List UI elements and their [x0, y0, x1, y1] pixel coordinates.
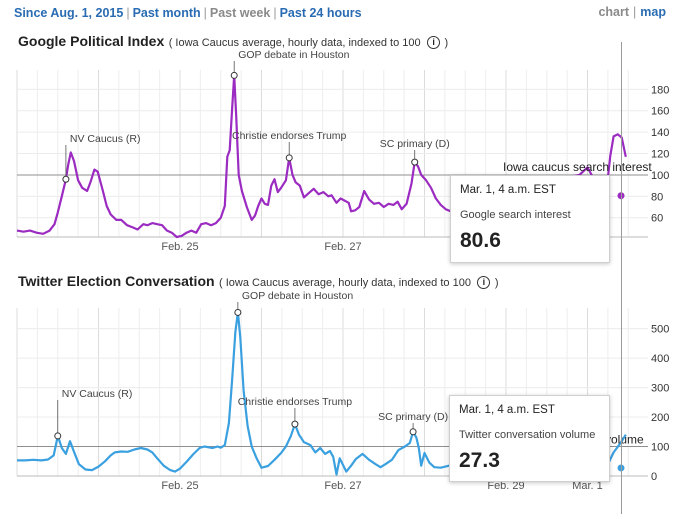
- y-tick-label: 500: [651, 324, 669, 336]
- annotation-marker: [291, 420, 299, 428]
- view-toggle-separator: |: [633, 5, 637, 19]
- nav-separator: |: [126, 6, 130, 20]
- nav-since-aug-link[interactable]: Since Aug. 1, 2015: [14, 6, 124, 20]
- x-tick-label: Feb. 29: [487, 480, 524, 492]
- baseline-label: volume: [605, 433, 644, 447]
- baseline-label: Iowa caucus search interest: [503, 160, 652, 174]
- twitter-chart-subtitle: ( Iowa Caucus average, hourly data, inde…: [219, 277, 471, 289]
- annotation-label: SC primary (D): [378, 411, 448, 423]
- google-tooltip-label: Google search interest: [460, 209, 571, 221]
- x-tick-label: Feb. 27: [324, 480, 361, 492]
- y-tick-label: 160: [651, 106, 669, 118]
- annotation-marker: [54, 432, 62, 440]
- view-toggle: chart | map: [598, 5, 666, 19]
- y-tick-label: 200: [651, 412, 669, 424]
- twitter-tooltip-value: 27.3: [459, 449, 500, 472]
- nav-separator: |: [203, 6, 207, 20]
- y-tick-label: 180: [651, 84, 669, 96]
- chart-view-link[interactable]: chart: [598, 5, 630, 19]
- y-tick-label: 100: [651, 442, 669, 454]
- annotation-label: NV Caucus (R): [62, 388, 133, 400]
- annotation-marker: [409, 428, 417, 436]
- time-range-nav: Since Aug. 1, 2015 | Past month | Past week |…: [14, 6, 362, 20]
- annotation-marker: [230, 71, 238, 79]
- twitter-chart-title: Twitter Election Conversation ( Iowa Cau…: [18, 273, 499, 291]
- twitter-tooltip-label: Twitter conversation volume: [459, 429, 596, 441]
- y-tick-label: 100: [651, 170, 669, 182]
- y-tick-label: 300: [651, 383, 669, 395]
- twitter-chart-subtitle-close: ): [494, 277, 499, 289]
- y-tick-label: 80: [651, 191, 663, 203]
- x-tick-label: Mar. 1: [572, 480, 603, 492]
- twitter-chart-heading: Twitter Election Conversation: [18, 273, 215, 289]
- google-chart-subtitle-close: ): [444, 37, 449, 49]
- annotation-label: GOP debate in Houston: [238, 49, 349, 61]
- nav-separator: |: [273, 6, 277, 20]
- info-icon[interactable]: i: [477, 276, 491, 289]
- google-tooltip: Mar. 1, 4 a.m. EST Google search interes…: [450, 175, 610, 263]
- nav-past-week-link[interactable]: Past week: [209, 6, 271, 20]
- annotation-label: GOP debate in Houston: [242, 290, 353, 302]
- hover-cursor-line: [621, 42, 622, 514]
- nav-past-24-hours-link[interactable]: Past 24 hours: [279, 6, 362, 20]
- y-tick-label: 120: [651, 149, 669, 161]
- series-line: [16, 74, 627, 239]
- y-tick-label: 0: [651, 471, 657, 483]
- google-tooltip-value: 80.6: [460, 229, 501, 252]
- annotation-marker: [411, 158, 419, 166]
- nav-past-month-link[interactable]: Past month: [132, 6, 201, 20]
- x-tick-label: Feb. 25: [161, 241, 198, 253]
- x-tick-label: Feb. 25: [161, 480, 198, 492]
- annotation-label: Christie endorses Trump: [238, 396, 353, 408]
- map-view-link[interactable]: map: [640, 5, 666, 19]
- series-line: [17, 311, 627, 476]
- twitter-tooltip-time: Mar. 1, 4 a.m. EST: [459, 404, 555, 416]
- y-tick-label: 60: [651, 213, 663, 225]
- twitter-tooltip: Mar. 1, 4 a.m. EST Twitter conversation …: [449, 395, 610, 482]
- annotation-label: SC primary (D): [380, 138, 450, 150]
- x-tick-label: Feb. 27: [324, 241, 361, 253]
- info-icon[interactable]: i: [427, 36, 441, 49]
- annotation-marker: [285, 154, 293, 162]
- annotation-marker: [234, 308, 242, 316]
- google-chart-heading: Google Political Index: [18, 33, 165, 49]
- annotation-label: Christie endorses Trump: [232, 130, 347, 142]
- annotation-label: NV Caucus (R): [70, 133, 141, 145]
- y-tick-label: 400: [651, 353, 669, 365]
- google-tooltip-time: Mar. 1, 4 a.m. EST: [460, 184, 556, 196]
- google-chart-subtitle: ( Iowa Caucus average, hourly data, inde…: [168, 37, 421, 49]
- google-chart-title: Google Political Index ( Iowa Caucus ave…: [18, 33, 448, 51]
- y-tick-label: 140: [651, 127, 669, 139]
- annotation-marker: [62, 175, 70, 183]
